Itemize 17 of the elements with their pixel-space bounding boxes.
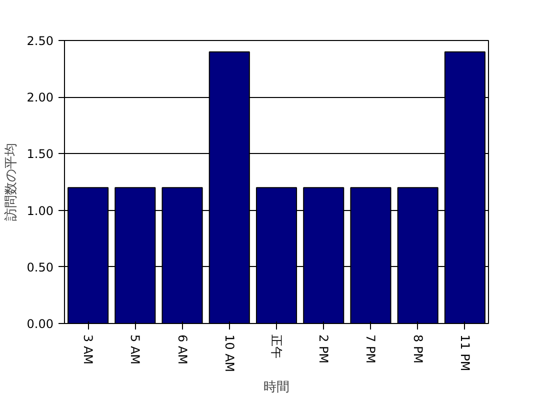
x-axis-title: 時間	[264, 380, 290, 396]
x-tick-label: 11 PM	[458, 334, 472, 372]
x-tick-label: 10 AM	[222, 334, 236, 372]
x-tick-label: 正午	[270, 334, 284, 358]
y-tick-label: 0.50	[26, 260, 54, 274]
y-axis-title: 訪問数の平均	[4, 143, 19, 221]
x-tick-label: 3 AM	[81, 334, 96, 365]
y-tick-label: 1.50	[26, 147, 54, 162]
x-tick-label: 7 PM	[364, 334, 378, 364]
x-tick-label: 5 AM	[128, 334, 142, 365]
y-tick-label: 1.00	[26, 204, 54, 218]
x-tick-label: 2 PM	[316, 334, 331, 364]
x-tick-label: 6 AM	[175, 334, 190, 365]
y-tick-label: 0.00	[26, 317, 54, 331]
y-tick-label: 2.00	[26, 90, 54, 105]
y-tick-label: 2.50	[26, 34, 54, 48]
x-tick-label: 8 PM	[410, 334, 425, 364]
